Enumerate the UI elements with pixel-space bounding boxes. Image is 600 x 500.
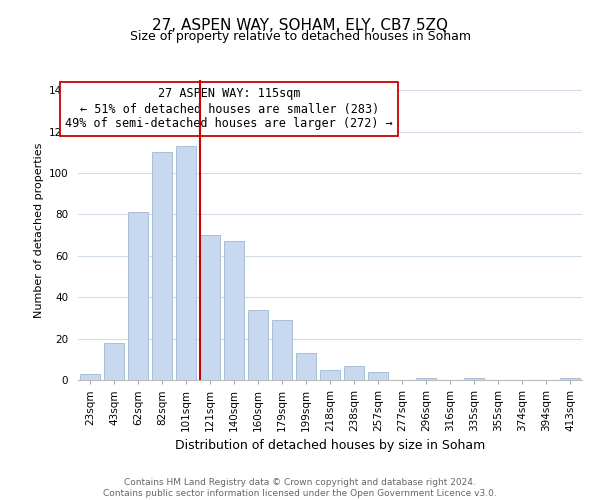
Bar — [248, 310, 268, 380]
Bar — [296, 353, 316, 380]
Bar — [176, 146, 196, 380]
Text: 27 ASPEN WAY: 115sqm
← 51% of detached houses are smaller (283)
49% of semi-deta: 27 ASPEN WAY: 115sqm ← 51% of detached h… — [65, 88, 393, 130]
Bar — [80, 374, 100, 380]
Bar — [128, 212, 148, 380]
Bar — [224, 242, 244, 380]
Text: Contains HM Land Registry data © Crown copyright and database right 2024.
Contai: Contains HM Land Registry data © Crown c… — [103, 478, 497, 498]
Bar — [368, 372, 388, 380]
Text: Size of property relative to detached houses in Soham: Size of property relative to detached ho… — [130, 30, 470, 43]
Text: 27, ASPEN WAY, SOHAM, ELY, CB7 5ZQ: 27, ASPEN WAY, SOHAM, ELY, CB7 5ZQ — [152, 18, 448, 32]
Bar — [464, 378, 484, 380]
Y-axis label: Number of detached properties: Number of detached properties — [34, 142, 44, 318]
X-axis label: Distribution of detached houses by size in Soham: Distribution of detached houses by size … — [175, 440, 485, 452]
Bar — [272, 320, 292, 380]
Bar — [416, 378, 436, 380]
Bar — [152, 152, 172, 380]
Bar — [560, 378, 580, 380]
Bar — [104, 343, 124, 380]
Bar — [200, 235, 220, 380]
Bar — [320, 370, 340, 380]
Bar — [344, 366, 364, 380]
